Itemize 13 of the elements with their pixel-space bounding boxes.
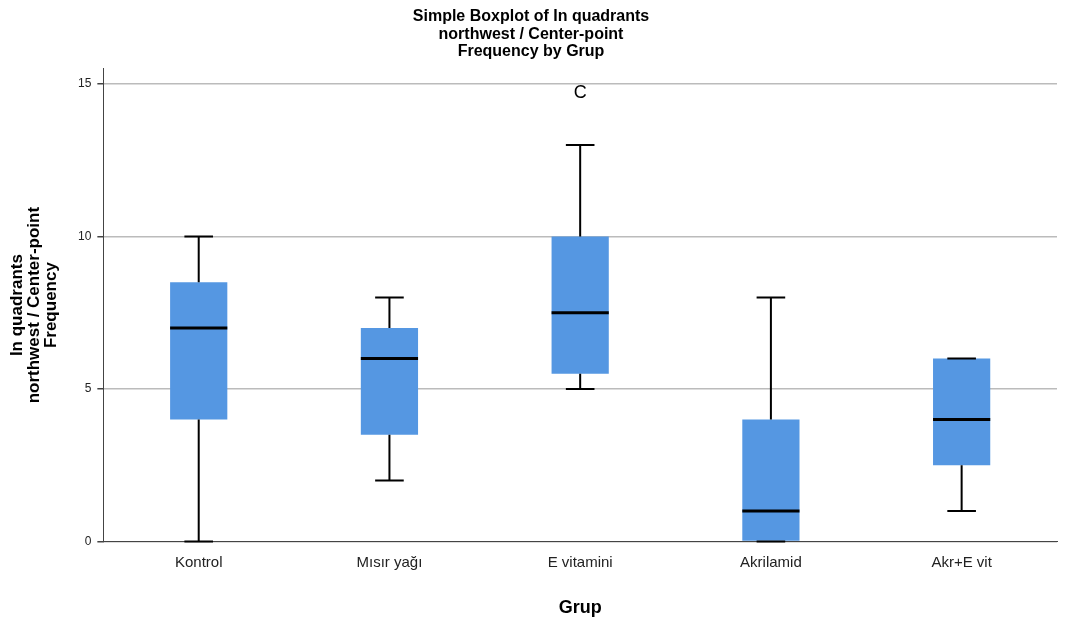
y-tick-label: 10 (77, 228, 92, 243)
chart-title: Simple Boxplot of In quadrants northwest / Center-point Frequency by Grup (412, 7, 650, 60)
y-tick-label: 5 (84, 381, 92, 396)
x-tick-label: Akrilamid (740, 552, 802, 570)
x-tick-label: E vitamini (547, 552, 613, 570)
y-tick-label: 15 (77, 76, 92, 91)
annotation: C (573, 81, 587, 102)
x-tick-label: Akr+E vit (931, 552, 993, 570)
x-tick-label: Mısır yağı (356, 552, 423, 570)
x-tick-label: Kontrol (174, 552, 223, 570)
x-axis-title: Grup (558, 597, 602, 618)
y-tick-label: 0 (84, 533, 92, 548)
y-axis-title: In quadrants northwest / Center-point Frequency (7, 206, 61, 404)
